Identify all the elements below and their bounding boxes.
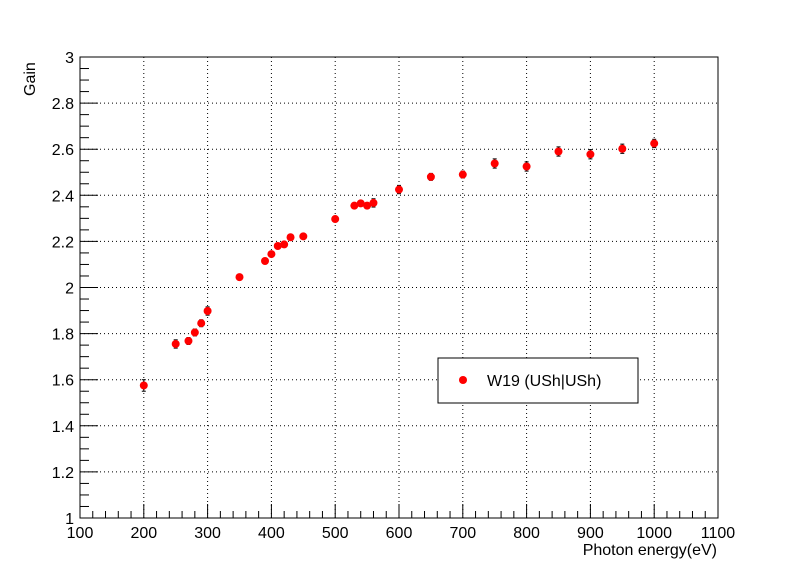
grid-layer	[80, 57, 718, 518]
data-point	[426, 172, 435, 181]
data-point	[197, 319, 206, 328]
data-point	[171, 339, 180, 349]
data-marker	[273, 242, 282, 251]
data-point	[586, 149, 595, 160]
data-point	[280, 240, 289, 249]
y-tick-label: 2.2	[52, 234, 74, 251]
data-marker	[203, 307, 212, 316]
x-axis-title: Photon energy(eV)	[583, 542, 717, 559]
x-tick-label: 300	[194, 525, 221, 542]
y-tick-label: 1	[65, 511, 74, 528]
y-axis-title: Gain	[22, 62, 39, 96]
data-marker	[184, 336, 193, 345]
x-tick-label: 400	[258, 525, 285, 542]
data-point	[190, 328, 199, 337]
x-tick-label: 700	[449, 525, 476, 542]
data-point	[203, 306, 212, 316]
y-tick-label: 1.2	[52, 465, 74, 482]
legend: W19 (USh|USh)	[437, 357, 639, 404]
data-marker	[350, 201, 359, 210]
data-point	[273, 242, 282, 251]
data-point	[554, 146, 563, 157]
data-point	[356, 199, 365, 208]
data-point	[650, 138, 659, 149]
data-marker	[261, 256, 270, 265]
y-tick-label: 2.4	[52, 188, 74, 205]
data-point	[350, 201, 359, 210]
y-tick-label: 1.4	[52, 419, 74, 436]
data-marker	[171, 339, 180, 348]
data-marker	[650, 139, 659, 148]
y-tick-label: 1.6	[52, 373, 74, 390]
data-point	[490, 158, 499, 169]
data-point	[369, 198, 378, 208]
data-marker	[286, 233, 295, 242]
data-marker	[369, 198, 378, 207]
data-point	[299, 232, 308, 241]
x-tick-label: 1000	[636, 525, 672, 542]
x-tick-label: 900	[577, 525, 604, 542]
legend-marker	[459, 376, 467, 384]
x-tick-label: 800	[513, 525, 540, 542]
x-tick-label: 200	[130, 525, 157, 542]
data-point	[363, 201, 372, 210]
y-tick-labels: 1 1.2 1.4 1.6 1.8 2 2.2 2.4 2.6 2.8 3	[52, 50, 74, 528]
y-tick-label: 3	[65, 50, 74, 67]
data-marker	[522, 162, 531, 171]
data-marker	[618, 144, 627, 153]
data-point	[184, 336, 193, 345]
data-point	[458, 170, 467, 179]
legend-label: W19 (USh|USh)	[487, 373, 601, 390]
data-point	[139, 379, 148, 392]
x-tick-label: 500	[322, 525, 349, 542]
ticks-layer	[79, 56, 719, 519]
y-tick-label: 2.6	[52, 142, 74, 159]
x-tick-label: 600	[386, 525, 413, 542]
data-marker	[190, 328, 199, 337]
x-tick-label: 1100	[701, 525, 736, 542]
data-point	[618, 143, 627, 154]
y-tick-label: 1.8	[52, 327, 74, 344]
data-marker	[458, 170, 467, 179]
data-point	[395, 184, 403, 195]
data-marker	[331, 215, 340, 224]
data-points-layer	[139, 138, 659, 392]
data-marker	[299, 232, 308, 241]
data-marker	[586, 150, 595, 159]
x-tick-label: 100	[67, 525, 94, 542]
data-point	[286, 233, 295, 242]
y-tick-label: 2.8	[52, 96, 74, 113]
data-point	[267, 250, 276, 259]
data-marker	[235, 273, 244, 282]
data-point	[331, 215, 340, 224]
data-marker	[363, 201, 372, 210]
data-marker	[267, 250, 276, 259]
data-marker	[554, 147, 563, 156]
data-point	[235, 273, 244, 282]
data-marker	[395, 185, 403, 194]
y-tick-label: 2	[65, 281, 74, 298]
x-tick-labels: 100 200 300 400 500 600 700 800 900 1000 1100	[67, 525, 736, 542]
data-point	[261, 256, 270, 265]
data-marker	[280, 240, 289, 249]
data-marker	[197, 319, 206, 328]
plot-frame	[79, 56, 719, 519]
data-marker	[490, 159, 499, 168]
data-marker	[139, 381, 148, 390]
data-marker	[426, 172, 435, 181]
data-point	[522, 161, 531, 172]
data-marker	[356, 199, 365, 208]
legend-box	[437, 357, 639, 404]
